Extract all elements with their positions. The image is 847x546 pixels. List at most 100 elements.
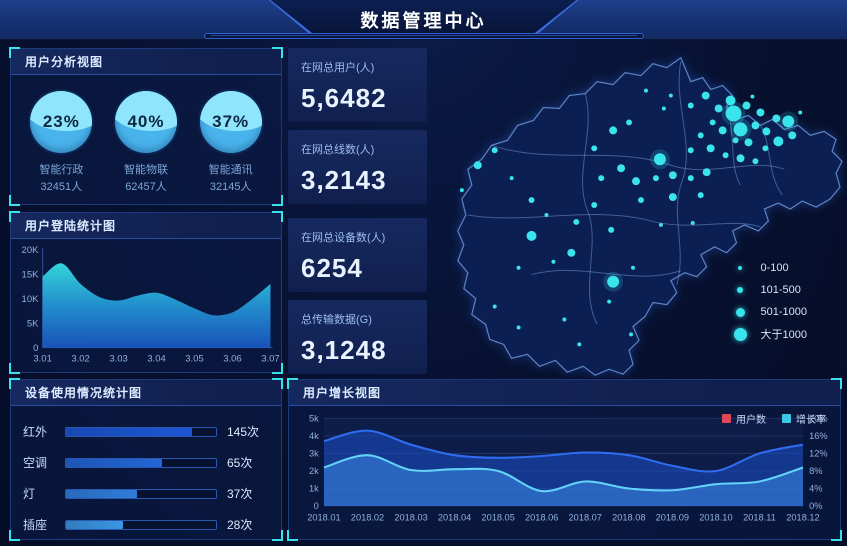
svg-text:2018.06: 2018.06: [525, 512, 558, 522]
header-trapezoid: [270, 0, 577, 34]
map-outline: [457, 56, 843, 376]
map-data-points: [459, 88, 803, 347]
svg-text:0: 0: [314, 501, 319, 511]
legend-dot-icon: [735, 307, 745, 317]
legend-dot-icon: [738, 266, 742, 270]
corner-decoration: [9, 378, 20, 389]
percent-value: 23%: [42, 112, 80, 131]
stat-card-label: 在网总线数(人): [301, 144, 375, 156]
legend-chip-icon: [782, 414, 791, 423]
map-legend: 0-100 101-500 501-1000 大于1000: [733, 257, 808, 345]
x-axis-ticks: 3.01 3.02 3.03 3.04 3.05 3.06 3.07: [33, 353, 279, 364]
svg-text:2018.03: 2018.03: [394, 512, 427, 522]
svg-text:2018.09: 2018.09: [656, 512, 689, 522]
growth-rate-series-line: [323, 454, 804, 493]
growth-rate-series-area: [323, 455, 803, 507]
map-legend-item: 101-500: [734, 279, 808, 301]
svg-text:2k: 2k: [309, 466, 319, 476]
bubble-count: 32145人: [209, 180, 252, 193]
login-area-series: [42, 263, 271, 348]
legend-label: 0-100: [760, 262, 789, 274]
bar-value: 28次: [227, 518, 253, 532]
corner-decoration: [9, 195, 20, 206]
svg-text:10K: 10K: [22, 294, 40, 305]
bar-track: [65, 457, 217, 468]
svg-text:2018.05: 2018.05: [481, 512, 514, 522]
bar-track: [65, 488, 217, 499]
stat-card-total-data: 总传输数据(G) 3,1248: [288, 300, 427, 374]
panel-title-user-analysis: 用户分析视图: [11, 49, 281, 75]
legend-label: 用户数: [736, 415, 766, 426]
map-legend-item: 501-1000: [734, 301, 807, 323]
stat-card-total-users: 在网总用户(人) 5,6482: [288, 48, 427, 122]
stat-card-value: 6254: [301, 253, 363, 283]
bubble-item: 40% 智能物联 62457人: [105, 91, 187, 195]
svg-text:5k: 5k: [309, 413, 319, 423]
bar-label: 红外: [23, 425, 48, 439]
svg-text:20%: 20%: [809, 413, 827, 423]
bubble-label: 智能物联: [123, 164, 168, 176]
svg-text:3.01: 3.01: [33, 353, 51, 364]
svg-text:2018.11: 2018.11: [743, 512, 776, 522]
stat-card-total-lines: 在网总线数(人) 3,2143: [288, 130, 427, 204]
legend-dot-icon: [733, 327, 747, 341]
svg-text:2018.07: 2018.07: [569, 512, 602, 522]
svg-text:12%: 12%: [809, 449, 827, 459]
map-inner-boundaries: [467, 61, 785, 325]
panel-user-analysis: 用户分析视图 23% 智能行政 32451人 40% 智能物联 62457人 3…: [9, 47, 283, 206]
map-legend-item: 0-100: [734, 257, 808, 279]
svg-text:3.05: 3.05: [185, 353, 203, 364]
stat-card-value: 3,1248: [301, 335, 387, 365]
corner-decoration: [9, 530, 20, 541]
bar-value: 145次: [227, 425, 260, 439]
device-usage-row: 插座 28次: [23, 516, 269, 533]
legend-item-users[interactable]: 用户数: [722, 411, 766, 426]
legend-chip-icon: [722, 414, 731, 423]
panel-title-user-growth: 用户增长视图: [289, 380, 840, 406]
svg-text:5K: 5K: [27, 318, 39, 329]
legend-label: 增长率: [796, 415, 826, 426]
svg-text:2018.01: 2018.01: [307, 512, 340, 522]
device-usage-row: 灯 37次: [23, 485, 269, 502]
svg-text:3.02: 3.02: [71, 353, 89, 364]
left-axis-ticks: 0 1k 2k 3k 4k 5k: [309, 413, 319, 511]
bubble-label: 智能行政: [39, 164, 84, 176]
bar-fill: [66, 489, 137, 498]
svg-text:0%: 0%: [809, 501, 822, 511]
header-bar: 数据管理中心: [0, 0, 847, 40]
bar-label: 插座: [23, 518, 48, 532]
corner-decoration: [272, 47, 283, 58]
panel-title-device-usage: 设备使用情况统计图: [11, 380, 281, 406]
bar-fill: [66, 458, 162, 467]
corner-decoration: [9, 211, 20, 222]
panel-title-login-stats: 用户登陆统计图: [11, 213, 281, 239]
svg-text:2018.04: 2018.04: [438, 512, 471, 522]
legend-item-growth-rate[interactable]: 增长率: [782, 411, 826, 426]
corner-decoration: [272, 530, 283, 541]
panel-login-stats: 用户登陆统计图 0 5K 10K 15K 20K 3.01 3.02 3.03 3.04 3.0…: [9, 211, 283, 374]
stat-card-value: 5,6482: [301, 83, 387, 113]
corner-decoration: [831, 530, 842, 541]
bar-fill: [66, 427, 192, 436]
liquid-circle: 37%: [199, 91, 262, 153]
liquid-circle: 23%: [30, 91, 93, 153]
map-legend-item: 大于1000: [733, 323, 808, 345]
bar-track: [65, 426, 217, 437]
bubble-label: 智能通讯: [208, 164, 253, 176]
growth-chart-legend: 用户数 增长率: [722, 411, 826, 426]
header-underline-decoration: [203, 33, 644, 39]
stat-card-label: 在网总用户(人): [301, 62, 375, 74]
svg-text:3.06: 3.06: [223, 353, 241, 364]
bubble-item: 37% 智能通讯 32145人: [190, 91, 272, 195]
bar-label: 灯: [23, 487, 36, 501]
corner-decoration: [287, 378, 298, 389]
svg-text:3.07: 3.07: [261, 353, 279, 364]
bubble-count: 62457人: [125, 180, 167, 193]
svg-text:4k: 4k: [309, 431, 319, 441]
corner-decoration: [272, 195, 283, 206]
device-usage-row: 红外 145次: [23, 423, 269, 440]
corner-decoration: [831, 378, 842, 389]
stat-card-label: 在网总设备数(人): [301, 232, 386, 244]
